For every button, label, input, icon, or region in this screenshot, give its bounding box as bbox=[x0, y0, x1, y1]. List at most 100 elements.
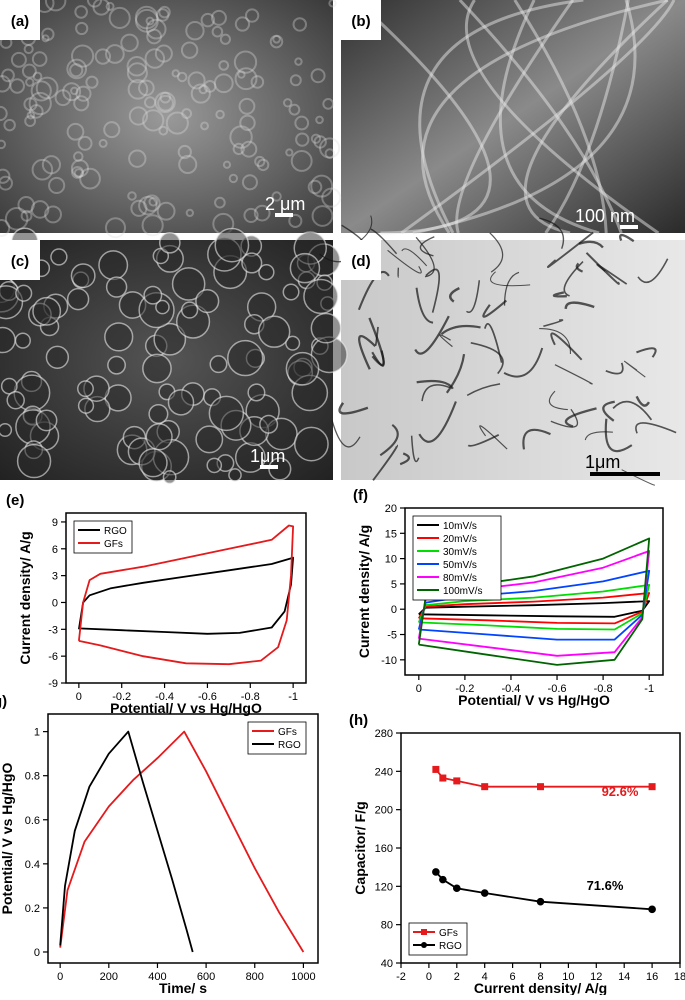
grain bbox=[85, 75, 99, 89]
series-line bbox=[78, 556, 294, 635]
grain bbox=[142, 109, 165, 132]
panel-label: (d) bbox=[351, 253, 370, 270]
x-tick-label: -2 bbox=[396, 971, 406, 983]
grain bbox=[31, 158, 54, 181]
grain bbox=[321, 187, 342, 208]
y-tick-label: -10 bbox=[381, 655, 397, 667]
grain bbox=[105, 1, 115, 11]
grain bbox=[98, 138, 108, 148]
pore bbox=[143, 285, 163, 305]
chart: (g) 0 200 400 600 800 1000 0 0.2 0.4 0.6 0.8 1 Time/ … bbox=[0, 693, 319, 996]
panel-label: (h) bbox=[349, 712, 368, 729]
grain bbox=[144, 48, 166, 69]
x-tick-label: 6 bbox=[510, 971, 516, 983]
fold bbox=[354, 0, 492, 235]
y-tick-label: 80 bbox=[381, 920, 393, 932]
grain bbox=[154, 91, 176, 113]
grain bbox=[24, 115, 37, 127]
x-tick-label: 8 bbox=[537, 971, 543, 983]
pore bbox=[107, 355, 126, 375]
pore bbox=[258, 264, 275, 281]
panel-label: (c) bbox=[11, 253, 29, 270]
grain bbox=[17, 196, 35, 214]
x-tick-label: -1 bbox=[644, 683, 654, 695]
grain bbox=[190, 83, 211, 104]
marker bbox=[432, 868, 440, 876]
grain bbox=[0, 168, 11, 184]
panel-label: (a) bbox=[11, 13, 29, 30]
grain bbox=[66, 58, 88, 80]
grain bbox=[294, 57, 303, 66]
sheet-edge bbox=[539, 217, 565, 249]
grain bbox=[295, 132, 310, 147]
grain bbox=[315, 115, 324, 125]
y-tick-label: 1 bbox=[34, 727, 40, 739]
label-box bbox=[341, 0, 381, 40]
grain bbox=[313, 135, 327, 149]
pore bbox=[181, 301, 199, 319]
pore bbox=[303, 278, 339, 315]
scale-bar-label: 1μm bbox=[585, 452, 620, 472]
x-tick-label: 600 bbox=[197, 971, 215, 983]
legend-box bbox=[408, 922, 468, 956]
sheet-edge bbox=[445, 353, 466, 394]
series-line bbox=[59, 730, 194, 953]
sheet-edge bbox=[479, 425, 508, 450]
y-tick-label: 0 bbox=[52, 597, 58, 609]
grain bbox=[103, 121, 121, 139]
pore bbox=[50, 248, 68, 266]
grain bbox=[143, 194, 161, 212]
grain bbox=[285, 148, 294, 157]
grain bbox=[75, 85, 92, 102]
pore bbox=[45, 345, 70, 369]
scale-bar bbox=[275, 213, 293, 217]
grain bbox=[256, 158, 270, 172]
grain bbox=[187, 71, 206, 90]
sheet-edge bbox=[635, 395, 650, 407]
grain bbox=[41, 155, 62, 175]
grain bbox=[292, 17, 308, 32]
pore bbox=[310, 312, 342, 344]
pore bbox=[153, 322, 187, 356]
sheet-edge bbox=[387, 249, 422, 274]
x-tick-label: -1 bbox=[288, 691, 298, 703]
marker bbox=[480, 889, 489, 897]
sheet-edge bbox=[604, 418, 633, 453]
x-tick-label: 200 bbox=[100, 971, 118, 983]
grain bbox=[94, 48, 112, 65]
pore bbox=[0, 422, 13, 438]
grain bbox=[271, 191, 282, 202]
sheet-edge bbox=[379, 423, 399, 457]
grain bbox=[234, 67, 258, 91]
grain bbox=[319, 137, 341, 159]
grain bbox=[294, 115, 310, 131]
grain bbox=[148, 196, 159, 207]
sheet-edge bbox=[371, 350, 385, 367]
texture bbox=[0, 0, 677, 486]
y-tick-label: 5 bbox=[391, 579, 397, 591]
grain bbox=[73, 168, 84, 179]
marker bbox=[648, 783, 656, 791]
sheet-edge bbox=[489, 232, 504, 273]
tem-image bbox=[341, 240, 685, 480]
sheet-edge bbox=[482, 299, 507, 318]
grain bbox=[214, 196, 226, 209]
grain bbox=[322, 97, 335, 110]
pore bbox=[227, 339, 264, 377]
sheet-edge bbox=[397, 267, 400, 278]
grain bbox=[290, 150, 313, 172]
y-tick-label: 200 bbox=[375, 805, 393, 817]
grain bbox=[307, 179, 323, 195]
sheet-edge bbox=[440, 324, 481, 335]
grain bbox=[44, 205, 63, 224]
grain bbox=[31, 51, 48, 67]
scale-bar-label: 2 μm bbox=[265, 194, 305, 214]
marker bbox=[453, 884, 461, 893]
fold bbox=[455, 0, 575, 234]
grain bbox=[0, 218, 11, 237]
sheet-edge bbox=[550, 332, 583, 361]
pore bbox=[162, 470, 177, 485]
panel-label: (f) bbox=[353, 487, 368, 504]
pore bbox=[32, 296, 62, 326]
sheet-edge bbox=[415, 287, 434, 324]
